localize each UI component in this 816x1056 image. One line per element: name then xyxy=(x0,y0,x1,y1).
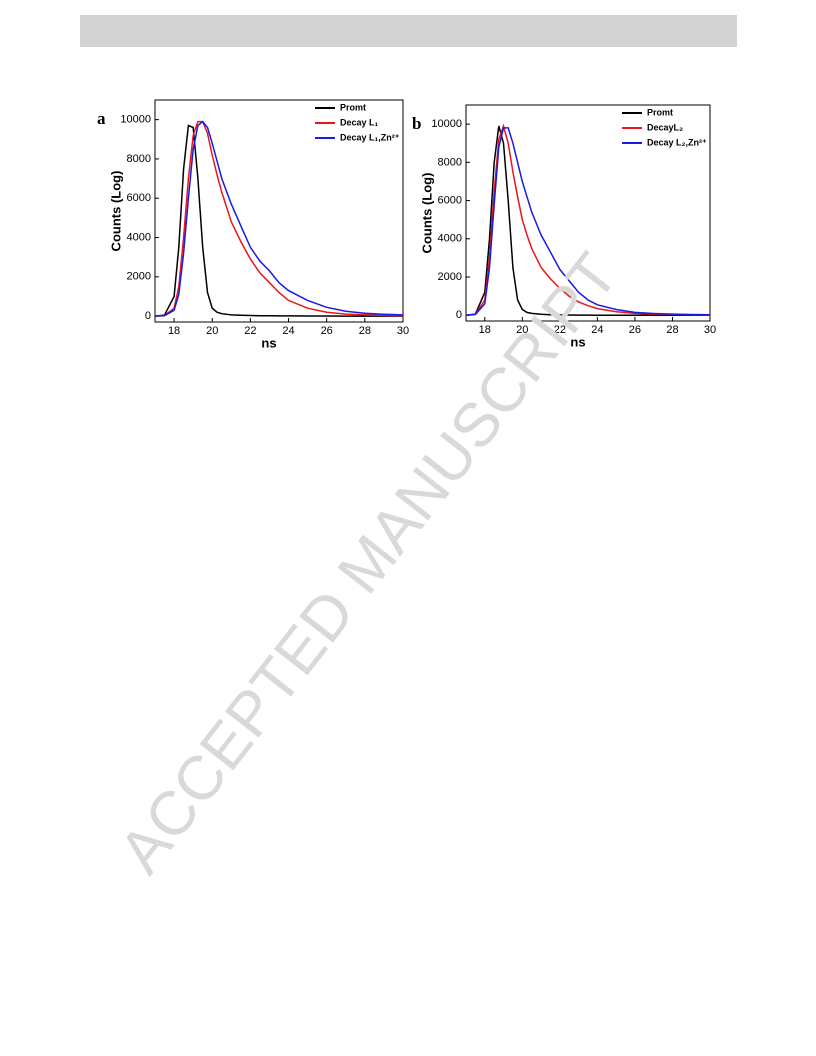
x-tick-label: 26 xyxy=(629,324,641,336)
header-bar xyxy=(80,15,737,47)
y-tick-label: 6000 xyxy=(127,192,151,204)
x-axis-label: ns xyxy=(261,335,276,350)
y-tick-label: 4000 xyxy=(438,233,462,245)
x-tick-label: 26 xyxy=(321,325,333,337)
y-tick-label: 0 xyxy=(145,310,151,322)
legend-label: DecayL₂ xyxy=(647,122,683,132)
panel-label: b xyxy=(412,114,421,133)
x-tick-label: 18 xyxy=(479,324,491,336)
legend-label: Promt xyxy=(340,102,366,112)
y-tick-label: 8000 xyxy=(127,153,151,165)
data-line xyxy=(154,120,404,317)
data-line xyxy=(154,120,404,317)
x-tick-label: 20 xyxy=(206,325,218,337)
y-tick-label: 8000 xyxy=(438,156,462,168)
legend-label: Decay L₁ xyxy=(340,117,379,127)
y-tick-label: 2000 xyxy=(127,271,151,283)
y-tick-label: 10000 xyxy=(431,118,462,130)
x-tick-label: 28 xyxy=(359,325,371,337)
x-tick-label: 20 xyxy=(516,324,528,336)
plot-frame xyxy=(154,99,404,323)
y-tick-label: 2000 xyxy=(438,271,462,283)
y-axis-label: Counts (Log) xyxy=(419,173,434,254)
x-tick-label: 22 xyxy=(554,324,566,336)
x-tick-label: 22 xyxy=(244,325,256,337)
legend-label: Decay L₂,Zn²⁺ xyxy=(647,137,707,147)
x-axis-label: ns xyxy=(570,334,585,349)
x-tick-label: 24 xyxy=(591,324,603,336)
x-tick-label: 24 xyxy=(282,325,294,337)
data-line xyxy=(465,125,710,317)
data-line xyxy=(154,124,403,317)
plot-frame xyxy=(465,104,711,322)
watermark: ACCEPTED MANUSCRIPT xyxy=(106,241,631,886)
y-tick-label: 6000 xyxy=(438,194,462,206)
y-tick-label: 0 xyxy=(456,309,462,321)
data-line xyxy=(465,123,711,317)
y-tick-label: 10000 xyxy=(120,114,151,126)
y-tick-label: 4000 xyxy=(127,231,151,243)
x-tick-label: 30 xyxy=(397,325,409,337)
legend-label: Decay L₁,Zn²⁺ xyxy=(340,132,400,142)
x-tick-label: 18 xyxy=(168,325,180,337)
y-axis-label: Counts (Log) xyxy=(108,171,123,252)
legend-label: Promt xyxy=(647,107,673,117)
x-tick-label: 28 xyxy=(666,324,678,336)
data-line xyxy=(465,127,711,317)
x-tick-label: 30 xyxy=(704,324,716,336)
figure: 18 20 22 24 26 28 30 0 2000 4000 6000 8000 10000 ns Co… xyxy=(97,99,716,350)
panel-label: a xyxy=(97,109,106,128)
